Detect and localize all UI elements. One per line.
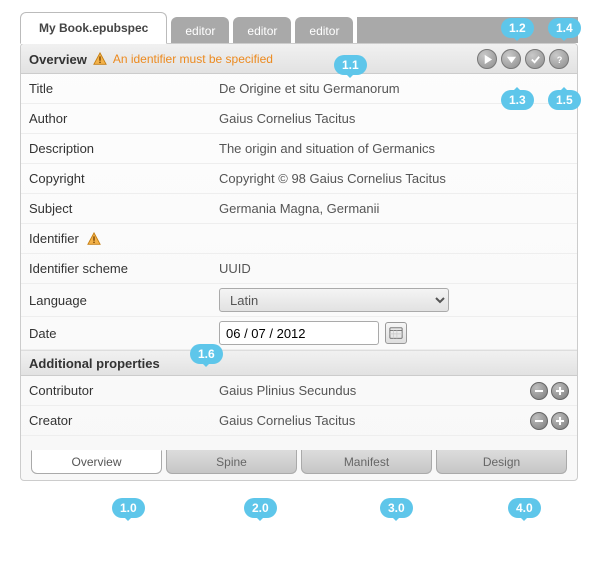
field-label: Author <box>29 111 219 126</box>
field-value: The origin and situation of Germanics <box>219 141 569 156</box>
field-label: Description <box>29 141 219 156</box>
field-label: Contributor <box>29 383 219 398</box>
remove-button[interactable] <box>530 412 548 430</box>
field-row-description: Description The origin and situation of … <box>21 134 577 164</box>
section-title: Overview <box>29 52 87 67</box>
minus-icon <box>534 416 544 426</box>
document-tab-strip: My Book.epubspec editor editor editor <box>20 8 578 44</box>
field-label: Identifier scheme <box>29 261 219 276</box>
field-label: Subject <box>29 201 219 216</box>
warning-icon <box>87 232 101 246</box>
field-row-date: Date <box>21 317 577 350</box>
row-actions <box>530 412 569 430</box>
field-row-subject: Subject Germania Magna, Germanii <box>21 194 577 224</box>
header-action-bar: ? <box>477 49 569 69</box>
section-header-additional: Additional properties <box>21 350 577 376</box>
annotation-callout: 2.0 <box>244 498 277 518</box>
plus-icon <box>555 386 565 396</box>
section-title: Additional properties <box>29 356 160 371</box>
chevron-down-icon <box>506 54 517 65</box>
warning-message: An identifier must be specified <box>113 52 273 66</box>
field-label: Language <box>29 293 219 308</box>
field-label: Identifier <box>29 231 219 247</box>
document-tab[interactable]: editor <box>171 17 229 43</box>
tab-label: Design <box>483 455 520 469</box>
section-tab-manifest[interactable]: Manifest <box>301 450 432 474</box>
overview-fields: Title De Origine et situ Germanorum Auth… <box>21 74 577 350</box>
field-label: Creator <box>29 413 219 428</box>
field-label: Title <box>29 81 219 96</box>
tab-label: editor <box>247 24 277 38</box>
field-value: Copyright © 98 Gaius Cornelius Tacitus <box>219 171 569 186</box>
field-row-creator: Creator Gaius Cornelius Tacitus <box>21 406 577 436</box>
tab-label: editor <box>309 24 339 38</box>
section-header-overview: Overview An identifier must be specified… <box>21 44 577 74</box>
annotation-callout: 1.6 <box>190 344 223 364</box>
field-row-identifier-scheme: Identifier scheme UUID <box>21 254 577 284</box>
validate-button[interactable] <box>525 49 545 69</box>
add-button[interactable] <box>551 412 569 430</box>
field-row-identifier: Identifier <box>21 224 577 254</box>
field-value: Germania Magna, Germanii <box>219 201 569 216</box>
field-row-language: Language Latin <box>21 284 577 317</box>
document-tab-active[interactable]: My Book.epubspec <box>20 12 167 44</box>
annotation-callout: 1.3 <box>501 90 534 110</box>
field-label: Date <box>29 326 219 341</box>
play-icon <box>482 54 493 65</box>
add-button[interactable] <box>551 382 569 400</box>
plus-icon <box>555 416 565 426</box>
expand-button[interactable] <box>501 49 521 69</box>
field-row-contributor: Contributor Gaius Plinius Secundus <box>21 376 577 406</box>
help-button[interactable]: ? <box>549 49 569 69</box>
section-tab-design[interactable]: Design <box>436 450 567 474</box>
language-select[interactable]: Latin <box>219 288 449 312</box>
additional-fields: Contributor Gaius Plinius Secundus Creat… <box>21 376 577 436</box>
tab-label: Overview <box>71 455 121 469</box>
date-picker-button[interactable] <box>385 322 407 344</box>
section-tab-spine[interactable]: Spine <box>166 450 297 474</box>
annotation-callout: 1.1 <box>334 55 367 75</box>
field-value: Gaius Cornelius Tacitus <box>219 413 530 428</box>
field-row-title: Title De Origine et situ Germanorum <box>21 74 577 104</box>
check-icon <box>530 54 541 65</box>
tab-label: My Book.epubspec <box>39 21 148 35</box>
tab-label: editor <box>185 24 215 38</box>
section-tab-overview[interactable]: Overview <box>31 450 162 474</box>
annotation-callout: 1.2 <box>501 18 534 38</box>
calendar-icon <box>389 326 403 340</box>
annotation-callout: 4.0 <box>508 498 541 518</box>
field-value: UUID <box>219 261 569 276</box>
tab-rail <box>357 17 578 43</box>
minus-icon <box>534 386 544 396</box>
field-value <box>219 321 569 345</box>
svg-text:?: ? <box>556 55 562 65</box>
field-row-author: Author Gaius Cornelius Tacitus <box>21 104 577 134</box>
field-row-copyright: Copyright Copyright © 98 Gaius Cornelius… <box>21 164 577 194</box>
tab-label: Manifest <box>344 455 389 469</box>
field-label: Copyright <box>29 171 219 186</box>
annotation-callout: 1.5 <box>548 90 581 110</box>
tab-label: Spine <box>216 455 247 469</box>
field-value: Gaius Plinius Secundus <box>219 383 530 398</box>
app-root: My Book.epubspec editor editor editor Ov… <box>0 0 598 566</box>
row-actions <box>530 382 569 400</box>
remove-button[interactable] <box>530 382 548 400</box>
annotation-callout: 1.0 <box>112 498 145 518</box>
field-value: Latin <box>219 288 569 312</box>
date-input[interactable] <box>219 321 379 345</box>
document-tab[interactable]: editor <box>233 17 291 43</box>
warning-icon <box>93 52 107 66</box>
document-tab[interactable]: editor <box>295 17 353 43</box>
question-icon: ? <box>554 54 565 65</box>
main-panel: Overview An identifier must be specified… <box>20 43 578 481</box>
annotation-callout: 3.0 <box>380 498 413 518</box>
run-button[interactable] <box>477 49 497 69</box>
annotation-callout: 1.4 <box>548 18 581 38</box>
section-tab-strip: Overview Spine Manifest Design <box>31 450 567 474</box>
field-value: Gaius Cornelius Tacitus <box>219 111 569 126</box>
